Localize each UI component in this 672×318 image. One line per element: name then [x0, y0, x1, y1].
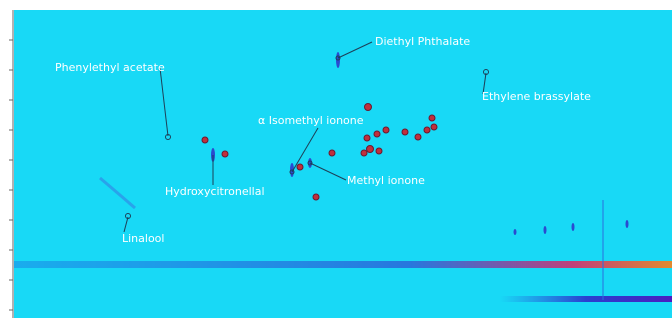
compound-label: α Isomethyl ionone	[258, 114, 364, 127]
compound-label: Diethyl Phthalate	[375, 35, 470, 48]
compound-label: Hydroxycitronellal	[165, 185, 265, 198]
lower-band	[500, 296, 672, 302]
compound-label: Ethylene brassylate	[482, 90, 591, 103]
compound-label: Phenylethyl acetate	[55, 61, 165, 74]
compound-label: Methyl ionone	[347, 174, 425, 187]
column-bleed-band	[14, 261, 672, 268]
chromatogram: Diethyl Phthalate Phenylethyl acetate Et…	[0, 0, 672, 318]
compound-label: Linalool	[122, 232, 164, 245]
plot-area	[14, 10, 672, 318]
